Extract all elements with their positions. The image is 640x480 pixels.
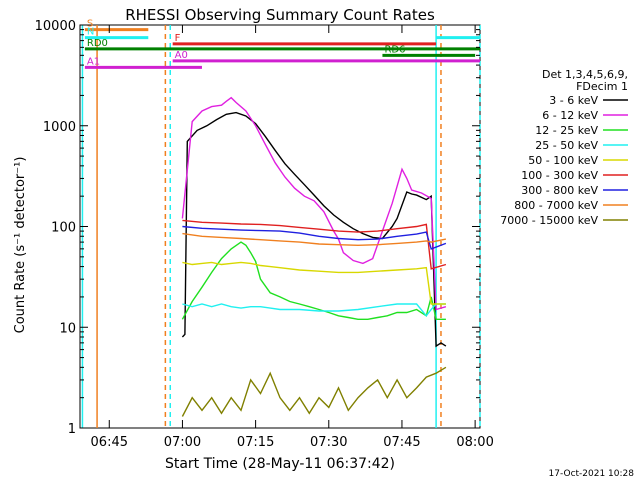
series-line-1 (181, 96, 447, 311)
series-line-7 (182, 232, 447, 247)
y-tick-label: 100 (51, 221, 76, 236)
series-line-0 (181, 111, 447, 348)
chart-title: RHESSI Observing Summary Count Rates (125, 6, 435, 24)
x-tick-label: 07:15 (237, 435, 274, 450)
series-line-4 (182, 261, 446, 305)
legend-header: Det 1,3,4,5,6,9, (542, 68, 628, 81)
flag-label: RD6 (384, 44, 405, 55)
legend-entry-label: 25 - 50 keV (535, 139, 598, 152)
x-axis-label: Start Time (28-May-11 06:37:42) (165, 456, 395, 472)
legend-entry-label: 100 - 300 keV (521, 169, 598, 182)
legend-entry-label: 7000 - 15000 keV (500, 214, 598, 227)
y-tick-label: 10 (59, 321, 76, 336)
legend-entry-label: 3 - 6 keV (549, 94, 598, 107)
series-line-2 (181, 241, 446, 320)
x-tick-label: 06:45 (91, 435, 128, 450)
series-line-8 (181, 366, 447, 417)
legend-entry-label: 300 - 800 keV (521, 184, 598, 197)
x-tick-label: 07:30 (310, 435, 347, 450)
y-axis-label: Count Rate (s⁻¹ detector⁻¹) (13, 157, 28, 334)
flag-label: S (87, 19, 93, 30)
flag-label: N (87, 27, 94, 38)
flag-label: A0 (175, 50, 188, 61)
flag-label: F (175, 33, 181, 44)
footer-date: 17-Oct-2021 10:28 (549, 469, 635, 479)
flag-label: RD0 (87, 38, 108, 49)
x-tick-label: 07:00 (164, 435, 201, 450)
flag-label: A1 (87, 56, 100, 67)
plot-frame (79, 24, 481, 429)
legend-entry-label: 6 - 12 keV (542, 109, 598, 122)
x-tick-label: 08:00 (456, 435, 493, 450)
y-tick-label: 10000 (35, 19, 76, 34)
legend-header: FDecim 1 (576, 80, 628, 93)
series-line-6 (182, 225, 447, 250)
legend-entry-label: 12 - 25 keV (535, 124, 598, 137)
x-tick-label: 07:45 (383, 435, 420, 450)
legend-entry-label: 50 - 100 keV (528, 154, 598, 167)
series-line-5 (182, 219, 447, 270)
y-tick-label: 1000 (43, 120, 76, 135)
series-line-3 (182, 303, 446, 317)
y-tick-label: 1 (68, 422, 76, 437)
legend-entry-label: 800 - 7000 keV (514, 199, 598, 212)
